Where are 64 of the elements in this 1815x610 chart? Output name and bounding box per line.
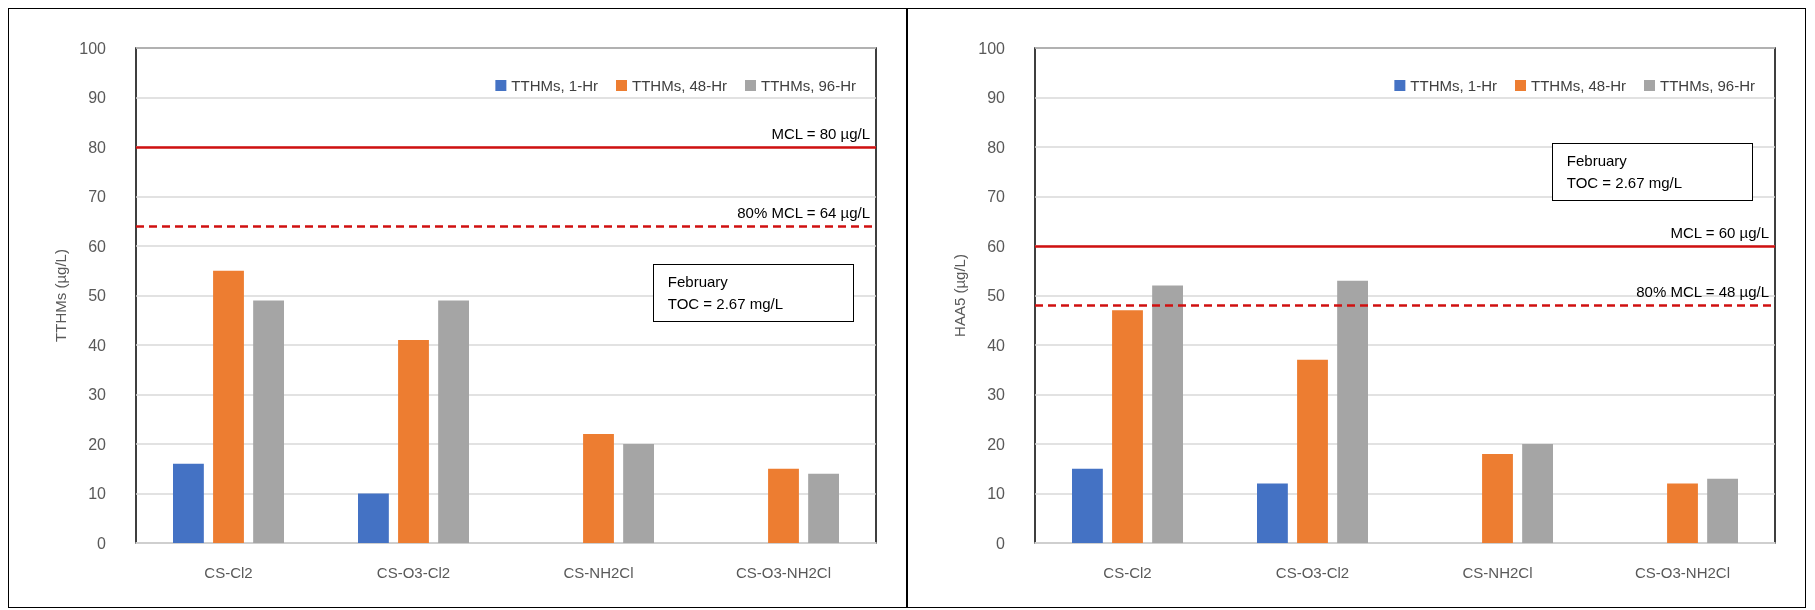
bar bbox=[1297, 359, 1328, 543]
bar bbox=[1522, 444, 1553, 543]
x-tick-label: CS-O3-Cl2 bbox=[376, 564, 451, 581]
bar bbox=[438, 300, 469, 543]
bar bbox=[1112, 310, 1143, 543]
bar bbox=[1337, 280, 1368, 543]
x-tick-label: CS-O3-Cl2 bbox=[1275, 564, 1350, 581]
legend-label: TTHMs, 1-Hr bbox=[1410, 77, 1498, 94]
ref-line-label: MCL = 60 µg/L bbox=[1670, 224, 1769, 241]
y-tick-label: 50 bbox=[987, 287, 1006, 304]
bar bbox=[253, 300, 284, 543]
y-tick-label: 20 bbox=[88, 435, 107, 453]
bar bbox=[1257, 483, 1288, 543]
y-tick-label: 70 bbox=[987, 188, 1006, 205]
note-box: February TOC = 2.67 mg/L bbox=[1551, 143, 1753, 201]
bar bbox=[1482, 453, 1513, 543]
bar bbox=[583, 434, 614, 543]
y-tick-label: 60 bbox=[88, 237, 107, 255]
note-box: February TOC = 2.67 mg/L bbox=[652, 264, 854, 323]
bar bbox=[173, 463, 204, 543]
y-tick-label: 0 bbox=[996, 534, 1006, 552]
bar bbox=[1667, 483, 1698, 543]
y-tick-label: 50 bbox=[88, 287, 107, 304]
ref-line-label: 80% MCL = 64 µg/L bbox=[737, 204, 870, 222]
x-tick-label: CS-O3-NH2Cl bbox=[735, 564, 832, 581]
legend-label: TTHMs, 96-Hr bbox=[761, 77, 856, 94]
y-tick-label: 100 bbox=[79, 39, 107, 57]
y-tick-label: 40 bbox=[987, 336, 1006, 354]
ref-line-label: 80% MCL = 48 µg/L bbox=[1636, 283, 1769, 301]
y-tick-label: 90 bbox=[987, 89, 1006, 106]
x-tick-label: CS-NH2Cl bbox=[1462, 564, 1533, 581]
bar bbox=[768, 468, 799, 543]
ref-line-label: MCL = 80 µg/L bbox=[771, 125, 870, 142]
bar bbox=[1072, 468, 1103, 543]
legend-label: TTHMs, 48-Hr bbox=[632, 77, 728, 94]
legend-label: TTHMs, 96-Hr bbox=[1660, 77, 1755, 94]
y-axis-title: HAA5 (µg/L) bbox=[951, 254, 969, 337]
x-tick-label: CS-Cl2 bbox=[204, 564, 253, 581]
y-tick-label: 10 bbox=[88, 485, 107, 502]
bar bbox=[213, 270, 244, 543]
legend-label: TTHMs, 1-Hr bbox=[511, 77, 599, 94]
y-tick-label: 0 bbox=[97, 534, 107, 552]
y-tick-label: 30 bbox=[987, 386, 1006, 403]
y-tick-label: 30 bbox=[88, 386, 107, 403]
y-tick-label: 80 bbox=[88, 138, 107, 156]
y-tick-label: 90 bbox=[88, 89, 107, 106]
bar bbox=[808, 473, 839, 543]
x-tick-label: CS-NH2Cl bbox=[563, 564, 634, 581]
bar bbox=[623, 444, 654, 543]
y-axis-title: TTHMs (µg/L) bbox=[52, 249, 70, 342]
x-tick-label: CS-O3-NH2Cl bbox=[1634, 564, 1731, 581]
bar bbox=[1707, 478, 1738, 543]
bar bbox=[398, 340, 429, 543]
legend-label: TTHMs, 48-Hr bbox=[1531, 77, 1627, 94]
bar bbox=[358, 493, 389, 543]
y-tick-label: 60 bbox=[987, 237, 1006, 255]
y-tick-label: 10 bbox=[987, 485, 1006, 502]
y-tick-label: 80 bbox=[987, 138, 1006, 156]
y-tick-label: 100 bbox=[978, 39, 1006, 57]
y-tick-label: 40 bbox=[88, 336, 107, 354]
bar bbox=[1152, 285, 1183, 543]
y-tick-label: 20 bbox=[987, 435, 1006, 453]
y-tick-label: 70 bbox=[88, 188, 107, 205]
x-tick-label: CS-Cl2 bbox=[1103, 564, 1152, 581]
